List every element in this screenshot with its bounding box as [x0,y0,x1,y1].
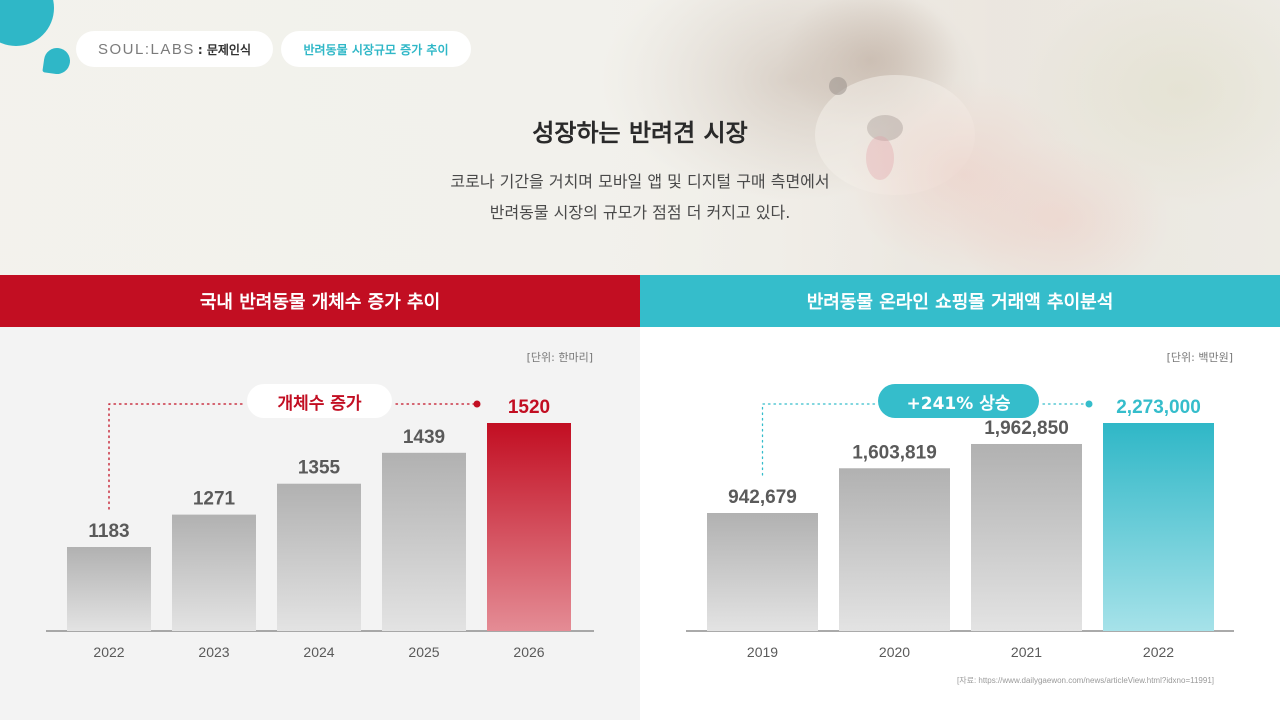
topic-label: 반려동물 시장규모 증가 추이 [303,42,449,57]
value-label-2020: 1,603,819 [852,442,937,463]
online-sales-bar-chart: 942,679 2019 1,603,819 2020 1,962,850 2021 2,2… [686,397,1234,660]
population-chart-panel: [단위: 한마리] 1183 2022 1271 2023 1355 2024 1439 20… [0,327,640,720]
value-label-2021: 1,962,850 [984,418,1069,439]
hero-banner: SOUL:LABS : 문제인식 반려동물 시장규모 증가 추이 성장하는 반려… [0,0,1280,275]
bar-2022 [1103,423,1214,631]
category-label-2022: 2022 [1143,644,1174,660]
sales-chart-panel: [단위: 백만원] 942,679 2019 1,603,819 2020 1,962,… [640,327,1280,720]
bar-2023 [172,514,256,631]
callout-end-dot [473,400,481,408]
category-label-2025: 2025 [408,644,439,660]
sales-growth-callout: +241% 상승 [878,384,1039,418]
bar-2020 [839,468,950,631]
callout-connector-left [761,403,877,476]
bar-2026 [487,423,571,631]
category-label-2020: 2020 [879,644,910,660]
left-panel-title: 국내 반려동물 개체수 증가 추이 [0,275,640,327]
category-label-2022: 2022 [93,644,124,660]
population-bar-chart: 1183 2022 1271 2023 1355 2024 1439 2025 1520 2026 [46,397,594,660]
category-label-2019: 2019 [747,644,778,660]
hero-description-line-2: 반려동물 시장의 규모가 점점 더 커지고 있다. [489,203,791,222]
category-label-2024: 2024 [303,644,334,660]
value-label-2022: 2,273,000 [1116,397,1201,418]
value-label-2026: 1520 [508,397,550,418]
bar-2021 [971,443,1082,631]
value-label-2025: 1439 [403,427,445,448]
left-unit-label: [단위: 한마리] [526,351,593,364]
brand-section-label: : 문제인식 [197,42,251,57]
topic-pill: 반려동물 시장규모 증가 추이 [281,31,471,67]
category-label-2023: 2023 [198,644,229,660]
value-label-2019: 942,679 [728,487,797,508]
callout-connector-left [108,403,246,510]
right-unit-label: [단위: 백만원] [1166,351,1233,364]
category-label-2026: 2026 [513,644,544,660]
bar-2024 [277,483,361,631]
population-increase-callout: 개체수 증가 [247,384,392,418]
bar-2025 [382,452,466,631]
right-panel-title: 반려동물 온라인 쇼핑몰 거래액 추이분석 [640,275,1280,327]
category-label-2021: 2021 [1011,644,1042,660]
brand-pill: SOUL:LABS : 문제인식 [76,31,273,67]
value-label-2023: 1271 [193,489,236,510]
hero-description-line-1: 코로나 기간을 거치며 모바일 앱 및 디지털 구매 측면에서 [450,172,830,191]
value-label-2022: 1183 [88,521,129,542]
brand-logo: SOUL:LABS [97,40,195,58]
bar-2019 [707,513,818,631]
page-title: 성장하는 반려견 시장 [532,119,748,147]
callout-end-dot [1085,400,1093,408]
bar-2022 [67,547,151,631]
value-label-2024: 1355 [298,458,341,479]
source-citation: [자료: https://www.dailygaewon.com/news/ar… [957,676,1214,685]
